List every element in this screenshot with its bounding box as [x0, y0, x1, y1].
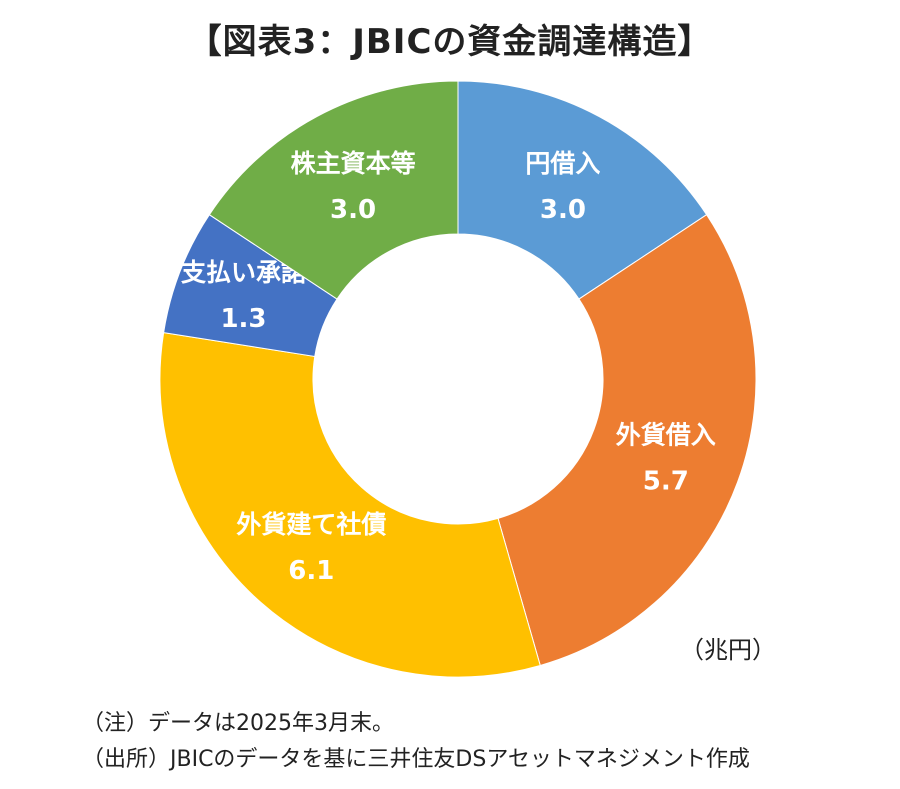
slice-value-label: 3.0: [330, 195, 376, 225]
slice-value-label: 1.3: [220, 304, 266, 334]
donut-slice-5: [208, 80, 459, 300]
chart-title: 【図表3：JBICの資金調達構造】: [187, 22, 713, 62]
slice-name-label: 円借入: [525, 149, 600, 178]
donut-slice-2: [497, 214, 757, 667]
note-line: （注）データは2025年3月末。: [82, 711, 394, 736]
slice-name-label: 株主資本等: [291, 149, 416, 178]
slice-name-label: 外貨建て社債: [236, 510, 386, 539]
donut-slice-3: [159, 332, 541, 678]
source-line: （出所）JBICのデータを基に三井住友DSアセットマネジメント作成: [82, 747, 750, 772]
slice-name-label: 外貨借入: [616, 421, 716, 450]
slice-value-label: 5.7: [643, 467, 689, 497]
footnotes: （注）データは2025年3月末。 （出所）JBICのデータを基に三井住友DSアセ…: [82, 706, 750, 778]
slice-value-label: 6.1: [288, 556, 334, 586]
slice-value-label: 3.0: [540, 195, 586, 225]
donut-slice-1: [457, 80, 708, 300]
unit-label: （兆円）: [680, 636, 776, 664]
